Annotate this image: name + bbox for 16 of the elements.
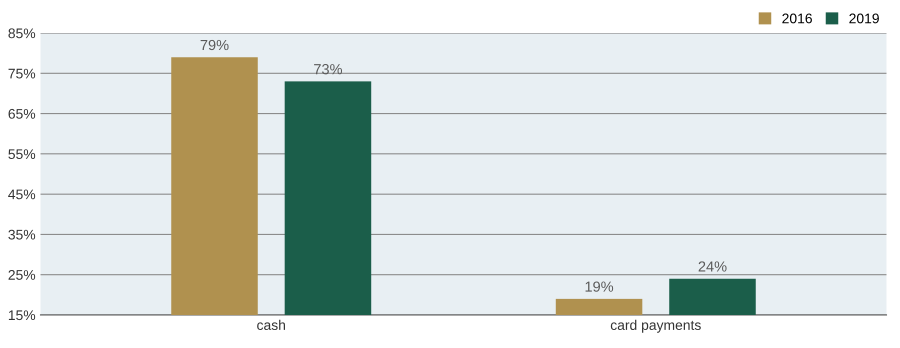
data-label: 79% — [200, 40, 229, 50]
y-tick-label: 65% — [8, 108, 36, 119]
y-tick-label: 75% — [8, 68, 36, 78]
x-tick-label: cash — [257, 320, 285, 330]
data-label: 73% — [314, 64, 342, 74]
legend-label: 2016 — [782, 14, 812, 24]
y-tick-label: 55% — [8, 149, 36, 160]
data-label: 24% — [698, 261, 727, 272]
y-tick-label: 35% — [8, 230, 36, 240]
y-tick-label: 45% — [8, 190, 36, 200]
y-tick-label: 15% — [8, 310, 36, 320]
data-label: 19% — [586, 281, 614, 292]
y-tick-label: 25% — [8, 270, 36, 280]
legend-label: 2019 — [849, 14, 879, 24]
y-tick-label: 85% — [8, 28, 36, 38]
x-tick-label: card payments — [610, 320, 701, 333]
